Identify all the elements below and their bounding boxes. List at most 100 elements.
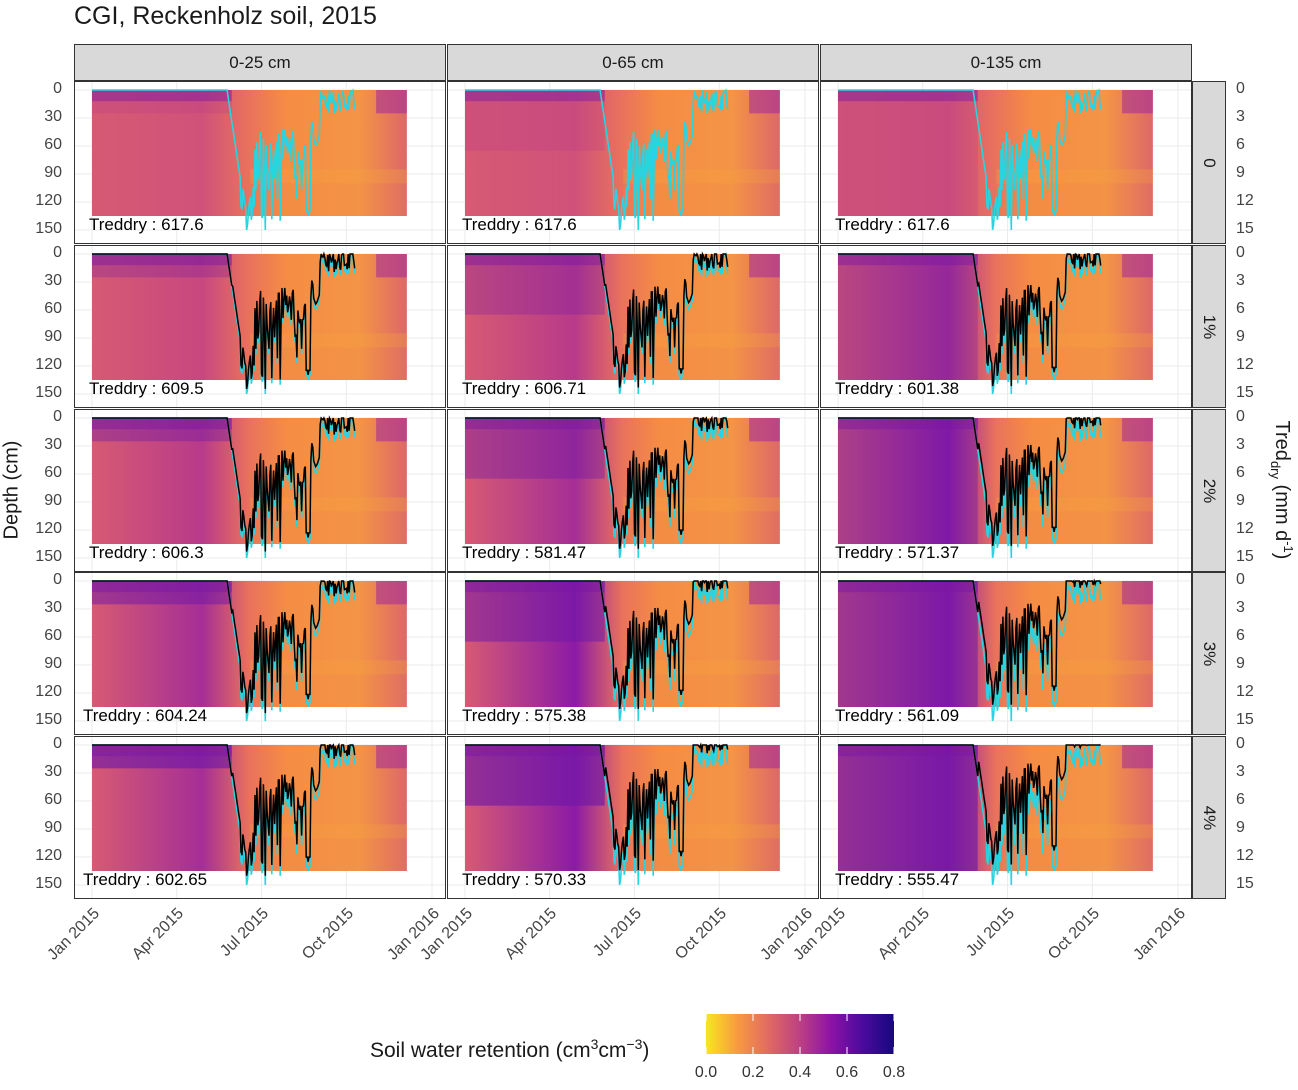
heatmap-amended-layer [465,254,605,315]
y-tick-label-right: 3 [1236,108,1245,125]
treddry-annotation: Treddry : 604.24 [83,706,207,725]
facet-plot: Treddry : 581.47 [448,410,818,571]
legend-tick-label: 0.2 [741,1064,765,1081]
facet-plot: Treddry : 571.37 [821,410,1191,571]
treddry-annotation: Treddry : 617.6 [462,215,577,234]
heatmap-band [623,674,780,707]
facet-plot: Treddry : 617.6 [75,82,445,243]
treddry-annotation: Treddry : 571.37 [835,543,959,562]
heatmap-band [996,824,1153,839]
heatmap-surface-layer [465,581,605,593]
y-tick-label-right: 9 [1236,492,1245,509]
y-tick-label-left: 30 [44,108,62,125]
heatmap-amended-layer [838,254,978,380]
y-tick-label-left: 60 [44,791,62,808]
heatmap-band [996,660,1153,675]
heatmap-band [623,347,780,380]
heatmap-band [250,497,407,512]
heatmap-amended-layer [838,745,978,871]
facet-panel: Treddry : 609.5 [74,245,446,408]
legend-title: Soil water retention (cm3cm−3) [370,1036,650,1062]
x-tick-label: Jul 2015 [589,905,645,960]
legend-tick-label: 0.8 [882,1064,906,1081]
y-tick-label-right: 6 [1236,464,1245,481]
heatmap-amended-layer [92,581,232,605]
treddry-annotation: Treddry : 606.71 [462,379,586,398]
heatmap-wet-zone [376,745,407,769]
heatmap-base [838,90,1153,216]
heatmap-band [996,511,1153,544]
y-tick-label-left: 120 [35,847,62,864]
heatmap-amended-layer [92,418,232,442]
y-tick-label-right: 6 [1236,300,1245,317]
y-tick-label-right: 12 [1236,847,1254,864]
y-tick-label-left: 150 [35,384,62,401]
facet-panel: Treddry : 602.65 [74,736,446,899]
y-tick-label-left: 90 [44,492,62,509]
heatmap-band [623,169,780,184]
x-tick-label: Jan 2015 [44,905,104,964]
facet-panel: Treddry : 561.09 [820,572,1192,735]
y-tick-label-left: 0 [53,244,62,261]
facet-strip-row-label: 2% [1200,478,1219,503]
heatmap-band [996,333,1153,348]
heatmap-band [996,497,1153,512]
heatmap-band [996,347,1153,380]
y-tick-label-left: 90 [44,655,62,672]
y-tick-label-right: 3 [1236,763,1245,780]
y-tick-label-right: 0 [1236,408,1245,425]
y-tick-label-right: 0 [1236,735,1245,752]
treddry-annotation: Treddry : 609.5 [89,379,204,398]
heatmap-wet-zone [1122,254,1153,278]
x-tick-label: Oct 2015 [1045,905,1104,963]
facet-plot: Treddry : 555.47 [821,737,1191,898]
y-tick-label-right: 15 [1236,711,1254,728]
y-tick-label-right: 0 [1236,80,1245,97]
heatmap-band [996,674,1153,707]
heatmap-surface-layer [838,418,978,430]
facet-plot: Treddry : 602.65 [75,737,445,898]
treddry-annotation: Treddry : 617.6 [835,215,950,234]
heatmap-band [996,838,1153,871]
heatmap-wet-zone [749,254,780,278]
y-tick-label-right: 9 [1236,164,1245,181]
series-line-treatment [465,251,729,388]
y-tick-label-left: 30 [44,272,62,289]
y-tick-label-right: 15 [1236,384,1254,401]
facet-strip-row: 4% [1192,736,1226,899]
y-tick-label-right: 15 [1236,220,1254,237]
y-tick-label-left: 150 [35,220,62,237]
series-line-treatment [838,578,1102,705]
y-tick-label-right: 0 [1236,571,1245,588]
y-axis-label-right: Treddry (mm d-1) [1268,420,1296,560]
x-tick-label: Jul 2015 [216,905,272,960]
y-tick-label-right: 12 [1236,683,1254,700]
series-line-reference [465,88,729,231]
y-tick-label-left: 30 [44,599,62,616]
heatmap-base [92,90,407,216]
facet-plot: Treddry : 601.38 [821,246,1191,407]
y-tick-label-left: 60 [44,300,62,317]
heatmap-amended-layer [838,418,978,544]
heatmap-amended-layer [465,745,605,806]
facet-panel: Treddry : 555.47 [820,736,1192,899]
heatmap-band [250,824,407,839]
facet-panel: Treddry : 606.3 [74,409,446,572]
y-tick-label-right: 6 [1236,627,1245,644]
y-tick-label-left: 90 [44,164,62,181]
y-tick-label-right: 6 [1236,136,1245,153]
heatmap-surface-layer [838,581,978,593]
facet-panel: Treddry : 604.24 [74,572,446,735]
series-line-reference [838,88,1102,231]
y-tick-label-right: 9 [1236,819,1245,836]
series-line-treatment [838,744,1101,865]
facet-plot: Treddry : 570.33 [448,737,818,898]
facet-strip-row: 3% [1192,572,1226,735]
series-line-treatment [92,579,356,714]
heatmap-band [250,660,407,675]
treddry-annotation: Treddry : 581.47 [462,543,586,562]
y-tick-label-right: 0 [1236,244,1245,261]
x-tick-label: Apr 2015 [874,905,933,963]
heatmap-wet-zone [749,90,780,114]
heatmap-band [250,183,407,216]
